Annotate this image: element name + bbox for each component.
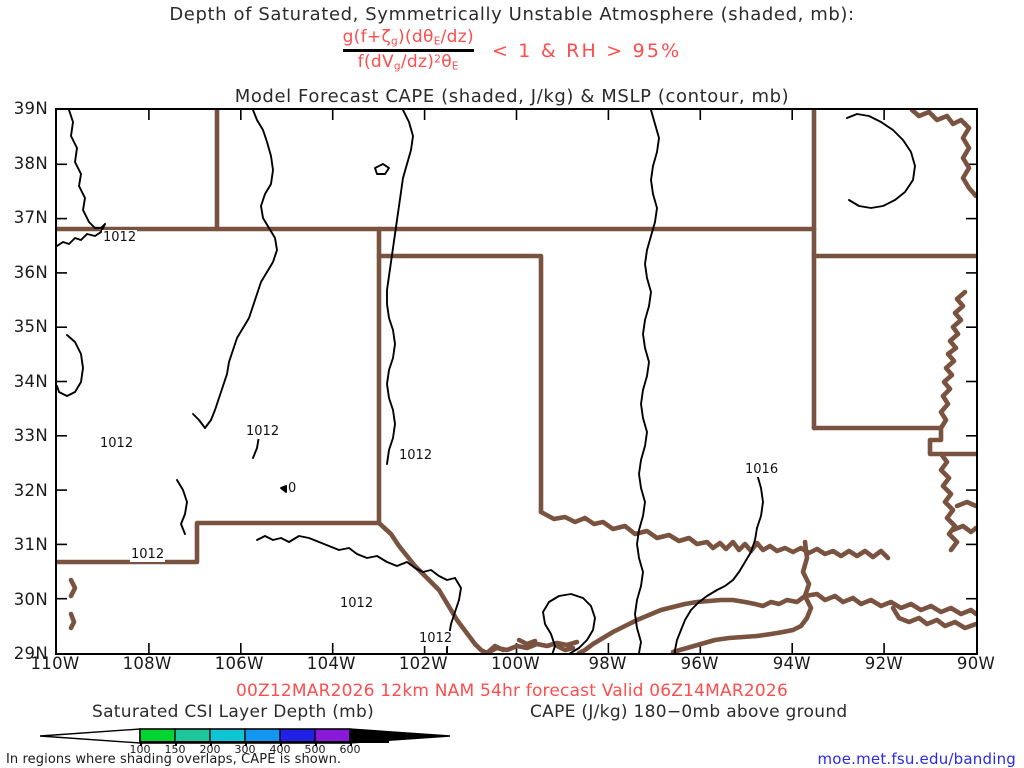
lon-tick-label: 90W [956, 654, 996, 673]
source-url-link[interactable]: moe.met.fsu.edu/banding [817, 750, 1016, 768]
colorbar-tick-label: 500 [304, 743, 326, 756]
lat-tick-label: 34N [13, 371, 48, 391]
contour-value-label: 1012 [130, 547, 166, 562]
colorbar-tick-mark [315, 741, 317, 746]
map-canvas [57, 110, 976, 653]
forecast-valid-text: 00Z12MAR2026 12km NAM 54hr forecast Vali… [236, 681, 788, 701]
lat-tick-label: 36N [13, 262, 48, 282]
formula-bar [342, 49, 474, 53]
lon-tick-label: 110W [30, 654, 80, 673]
lat-tick-label: 38N [13, 153, 48, 173]
overlap-note: In regions where shading overlaps, CAPE … [6, 752, 342, 767]
lat-tick-label: 33N [13, 426, 48, 445]
contour-value-label: 1012 [398, 448, 434, 463]
contour-value-label: 1012 [99, 436, 135, 451]
state-boundaries [57, 110, 976, 653]
colorbar-tick-label: 600 [339, 743, 361, 756]
colorbar-tick-label: 200 [199, 743, 221, 756]
lon-tick-label: 102W [398, 654, 448, 673]
formula-denominator: f(dVg/dz)2θE [357, 52, 459, 73]
lat-tick-label: 29N [13, 644, 48, 663]
lat-tick-label: 32N [13, 480, 48, 500]
colorbar-tick-mark [175, 741, 177, 746]
colorbar-low-tail [39, 728, 141, 744]
colorbar-tick-mark [210, 741, 212, 746]
lon-tick-label: 96W [680, 654, 719, 673]
lon-tick-label: 106W [214, 654, 264, 673]
colorbar-tick-label: 400 [269, 743, 291, 756]
colorbar-tick-mark [140, 741, 142, 746]
legend-caption-cape: CAPE (J/kg) 180−0mb above ground [530, 702, 848, 722]
lon-tick-label: 92W [864, 654, 903, 673]
contour-value-label: 0 [287, 481, 298, 496]
contour-value-label: 1012 [418, 631, 454, 646]
map-plot-area[interactable]: 1012 1012 1012 1012 0 1016 1012 1012 1012 [55, 108, 978, 655]
colorbar-tick-label: 150 [164, 743, 186, 756]
colorbar-axis-line [140, 741, 389, 743]
page-title: Depth of Saturated, Symmetrically Unstab… [169, 4, 855, 25]
lat-tick-label: 30N [13, 589, 48, 609]
mslp-contours [57, 110, 916, 653]
formula-numerator: g(f+ζg)(dθE/dz) [342, 27, 474, 48]
colorbar-tick-label: 300 [234, 743, 256, 756]
contour-value-label: 1012 [102, 230, 138, 245]
lat-tick-label: 37N [13, 208, 48, 227]
lon-tick-label: 100W [490, 654, 540, 673]
contour-value-label: 1012 [245, 424, 281, 439]
colorbar-tick-mark [280, 741, 282, 746]
lat-tick-label: 35N [13, 317, 48, 336]
colorbar-tick-label: 100 [129, 743, 151, 756]
page-subtitle: Model Forecast CAPE (shaded, J/kg) & MSL… [234, 86, 790, 107]
colorbar[interactable]: 100 150 200 300 400 500 600 [20, 725, 470, 756]
contour-value-label: 1016 [744, 462, 780, 477]
csi-criterion-formula: g(f+ζg)(dθE/dz) f(dVg/dz)2θE < 1 & RH > … [0, 27, 1024, 73]
lon-tick-label: 94W [772, 654, 811, 673]
legend-caption-csi: Saturated CSI Layer Depth (mb) [92, 702, 375, 722]
lon-tick-label: 98W [588, 654, 627, 673]
formula-inequality: < 1 & RH > 95% [491, 39, 682, 62]
lon-tick-label: 108W [122, 654, 172, 673]
colorbar-tick-mark [245, 741, 247, 746]
formula-fraction: g(f+ζg)(dθE/dz) f(dVg/dz)2θE [342, 27, 474, 73]
lon-tick-label: 104W [306, 654, 356, 673]
lat-tick-label: 39N [13, 99, 48, 118]
colorbar-tick-labels: 100 150 200 300 400 500 600 [20, 741, 470, 757]
axis-ticks [57, 110, 976, 653]
lat-tick-label: 31N [13, 535, 48, 554]
contour-value-label: 1012 [339, 596, 375, 611]
colorbar-tick-mark [350, 741, 352, 746]
